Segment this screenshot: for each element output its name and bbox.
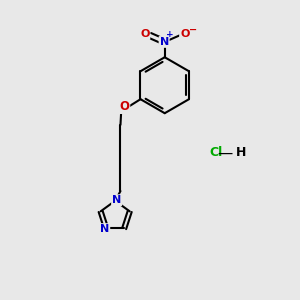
Text: N: N	[112, 195, 121, 205]
Text: +: +	[166, 30, 174, 39]
Text: N: N	[160, 37, 169, 47]
Text: H: H	[236, 146, 246, 159]
Text: O: O	[140, 29, 149, 39]
Text: −: −	[189, 25, 197, 34]
Text: —: —	[218, 146, 233, 160]
Text: O: O	[119, 100, 129, 113]
Text: N: N	[100, 224, 109, 234]
Text: O: O	[180, 29, 189, 39]
Text: Cl: Cl	[209, 146, 222, 159]
